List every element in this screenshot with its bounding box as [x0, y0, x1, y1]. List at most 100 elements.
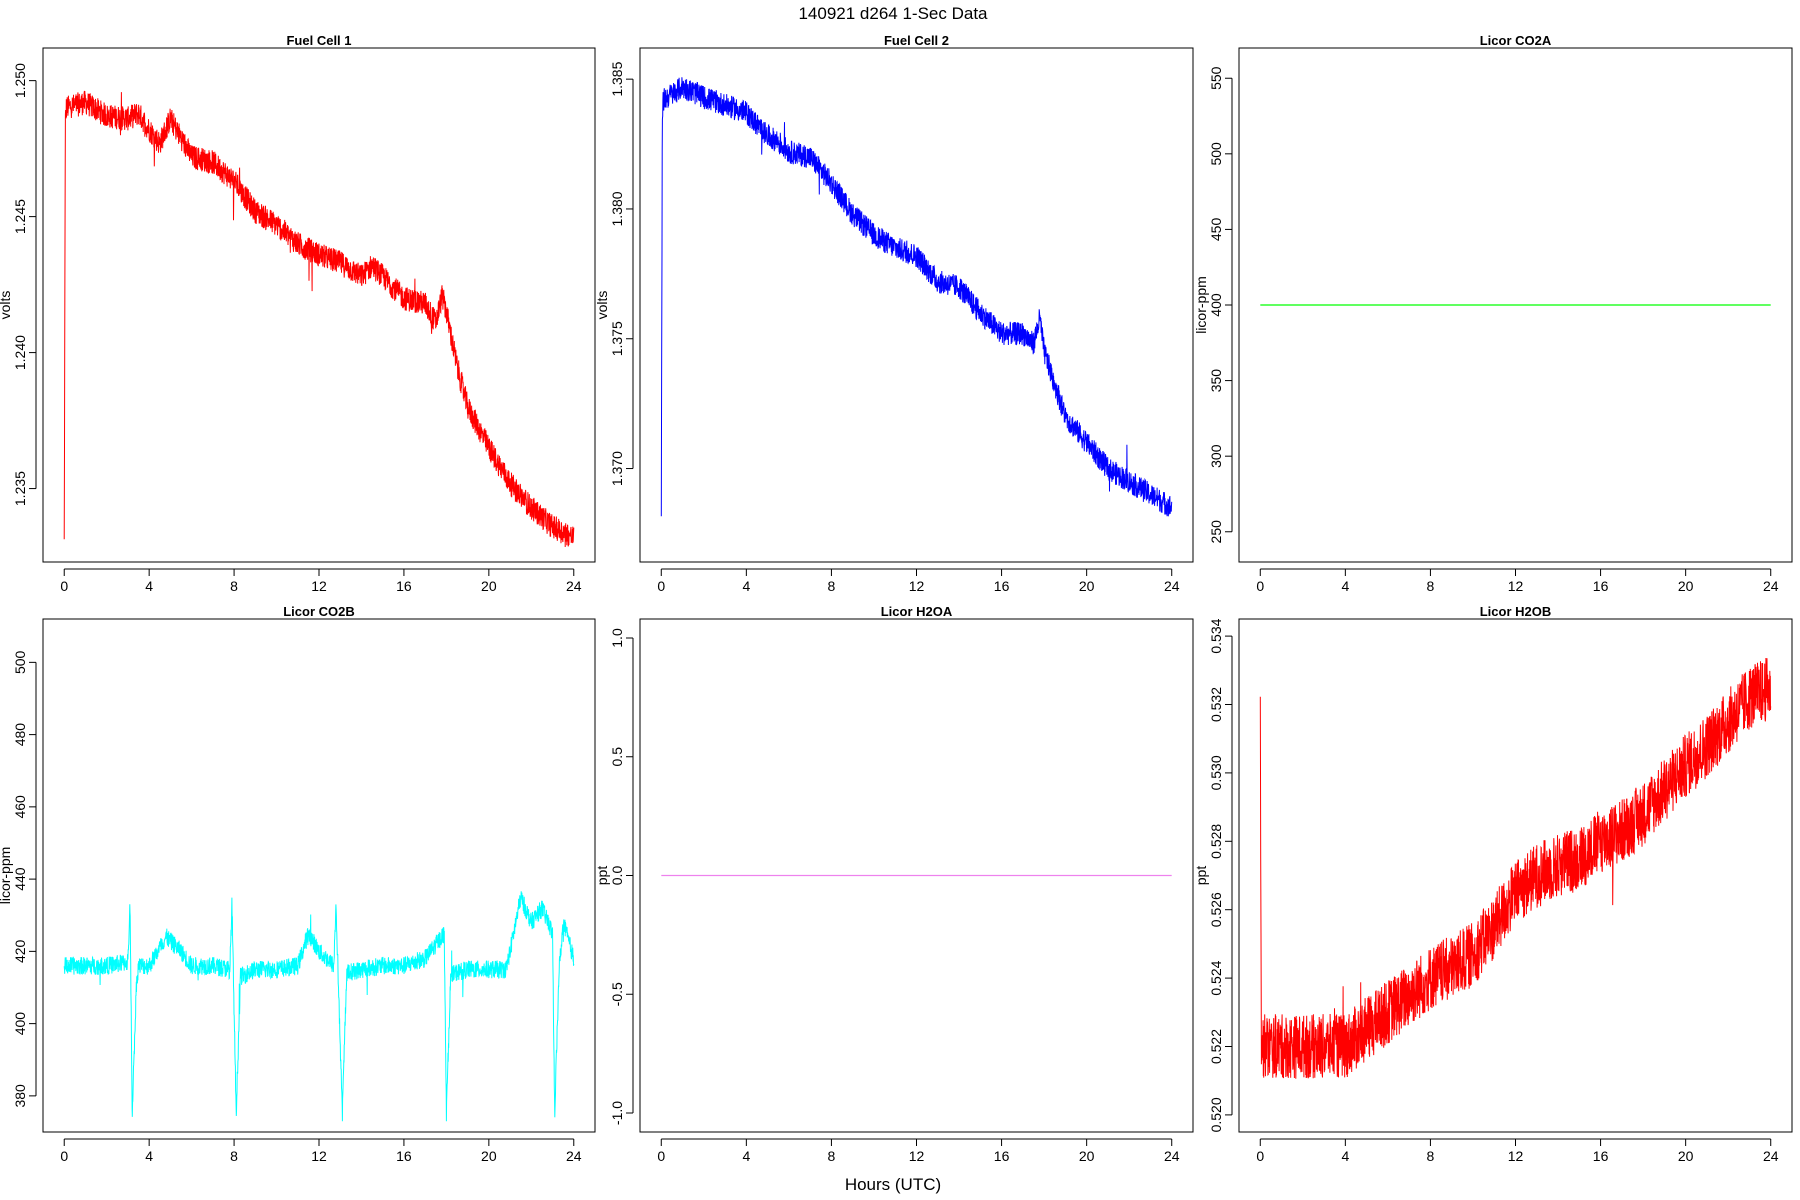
x-tick-label: 16: [396, 578, 412, 594]
x-tick-label: 0: [1256, 1148, 1264, 1164]
y-tick-label: 1.370: [609, 451, 625, 486]
series-line: [1259, 657, 1772, 1079]
chart-panel: Licor CO2A licor-ppm 0 4 8 12 16 20 24 250 300 350 4…: [1193, 33, 1793, 594]
x-tick-label: 24: [566, 1148, 582, 1164]
y-axis-label: ppt: [1193, 866, 1209, 886]
y-tick-label: 500: [12, 650, 28, 674]
x-tick-label: 4: [1341, 1148, 1349, 1164]
plot-frame: [639, 618, 1194, 1133]
plot-frame: [1238, 618, 1793, 1133]
x-tick-label: 24: [566, 578, 582, 594]
x-tick-label: 12: [909, 1148, 925, 1164]
x-tick-label: 12: [311, 1148, 327, 1164]
y-tick-label: 0.520: [1208, 1097, 1224, 1132]
series-line: [63, 891, 575, 1122]
chart-title: Licor H2OB: [1480, 604, 1552, 619]
y-tick-label: 1.380: [609, 191, 625, 226]
y-tick-label: 0.524: [1208, 960, 1224, 995]
y-tick-label: 1.235: [12, 471, 28, 506]
chart-title: Fuel Cell 1: [286, 33, 351, 48]
y-tick-label: 0.0: [609, 866, 625, 886]
chart-panel: Licor H2OB ppt 0 4 8 12 16 20 24 0.520 0.522 0.524 0…: [1193, 604, 1793, 1164]
y-tick-label: 440: [12, 867, 28, 891]
series-line: [63, 90, 575, 548]
chart-title: Licor H2OA: [881, 604, 953, 619]
y-tick-label: 450: [1208, 218, 1224, 242]
plot-frame: [1238, 47, 1793, 563]
x-tick-label: 0: [657, 578, 665, 594]
y-tick-label: 400: [1208, 293, 1224, 317]
y-tick-label: 0.526: [1208, 892, 1224, 927]
y-tick-label: -1.0: [609, 1101, 625, 1125]
chart-panel: Licor CO2B licor-ppm 0 4 8 12 16 20 24 380 400 420 4…: [0, 604, 596, 1164]
y-axis-label: licor-ppm: [0, 847, 13, 905]
x-tick-label: 16: [994, 578, 1010, 594]
x-tick-label: 20: [481, 578, 497, 594]
x-tick-label: 0: [60, 578, 68, 594]
x-tick-label: 24: [1164, 578, 1180, 594]
y-tick-label: 1.375: [609, 321, 625, 356]
x-tick-label: 0: [1256, 578, 1264, 594]
plot-frame: [42, 618, 596, 1133]
x-tick-label: 4: [742, 578, 750, 594]
x-tick-label: 20: [1079, 578, 1095, 594]
x-tick-label: 8: [1427, 578, 1435, 594]
x-tick-label: 0: [60, 1148, 68, 1164]
chart-panel: Fuel Cell 1 volts 0 4 8 12 16 20 24 1.235 1.240 1.2…: [0, 33, 596, 594]
y-tick-label: 1.0: [609, 628, 625, 648]
x-tick-label: 24: [1763, 578, 1779, 594]
x-tick-label: 20: [481, 1148, 497, 1164]
y-tick-label: 380: [12, 1084, 28, 1108]
chart-panel: Fuel Cell 2 volts 0 4 8 12 16 20 24 1.370 1.375 1.3…: [594, 33, 1194, 594]
y-tick-label: 0.5: [609, 747, 625, 767]
x-tick-label: 20: [1678, 1148, 1694, 1164]
y-axis-label: volts: [594, 291, 610, 320]
y-tick-label: 550: [1208, 66, 1224, 90]
x-tick-label: 4: [145, 1148, 153, 1164]
y-tick-label: 480: [12, 723, 28, 747]
x-tick-label: 12: [1508, 578, 1524, 594]
x-tick-label: 20: [1678, 578, 1694, 594]
y-tick-label: 0.532: [1208, 687, 1224, 722]
x-tick-label: 20: [1079, 1148, 1095, 1164]
x-tick-label: 16: [1593, 1148, 1609, 1164]
x-tick-label: 8: [1427, 1148, 1435, 1164]
y-tick-label: 500: [1208, 142, 1224, 166]
x-tick-label: 12: [311, 578, 327, 594]
y-tick-label: 420: [12, 939, 28, 963]
figure-title: 140921 d264 1-Sec Data: [798, 4, 988, 23]
x-tick-label: 8: [230, 578, 238, 594]
x-tick-label: 16: [396, 1148, 412, 1164]
y-tick-label: 460: [12, 795, 28, 819]
chart-title: Licor CO2B: [283, 604, 355, 619]
y-tick-label: 1.250: [12, 63, 28, 98]
y-tick-label: 0.534: [1208, 618, 1224, 653]
x-tick-label: 4: [145, 578, 153, 594]
x-tick-label: 16: [1593, 578, 1609, 594]
x-tick-label: 4: [742, 1148, 750, 1164]
y-tick-label: 400: [12, 1012, 28, 1036]
y-tick-label: 350: [1208, 369, 1224, 393]
y-axis-label: ppt: [594, 866, 610, 886]
x-tick-label: 12: [1508, 1148, 1524, 1164]
y-tick-label: -0.5: [609, 982, 625, 1006]
y-tick-label: 250: [1208, 520, 1224, 544]
x-tick-label: 8: [230, 1148, 238, 1164]
x-tick-label: 24: [1164, 1148, 1180, 1164]
x-tick-label: 8: [828, 1148, 836, 1164]
plot-frame: [42, 47, 596, 563]
figure-xlabel: Hours (UTC): [845, 1175, 941, 1194]
plot-frame: [639, 47, 1194, 563]
y-tick-label: 300: [1208, 444, 1224, 468]
chart-panel: Licor H2OA ppt 0 4 8 12 16 20 24 -1.0 -0.5 0.0 0.5 1.…: [594, 604, 1194, 1164]
y-axis-label: licor-ppm: [1193, 276, 1209, 334]
y-tick-label: 0.522: [1208, 1029, 1224, 1064]
chart-panels: Fuel Cell 1 volts 0 4 8 12 16 20 24 1.235 1.240 1.2…: [0, 33, 1793, 1164]
y-tick-label: 1.245: [12, 199, 28, 234]
chart-title: Licor CO2A: [1480, 33, 1552, 48]
x-tick-label: 12: [909, 578, 925, 594]
x-tick-label: 8: [828, 578, 836, 594]
y-tick-label: 1.385: [609, 61, 625, 96]
x-tick-label: 16: [994, 1148, 1010, 1164]
